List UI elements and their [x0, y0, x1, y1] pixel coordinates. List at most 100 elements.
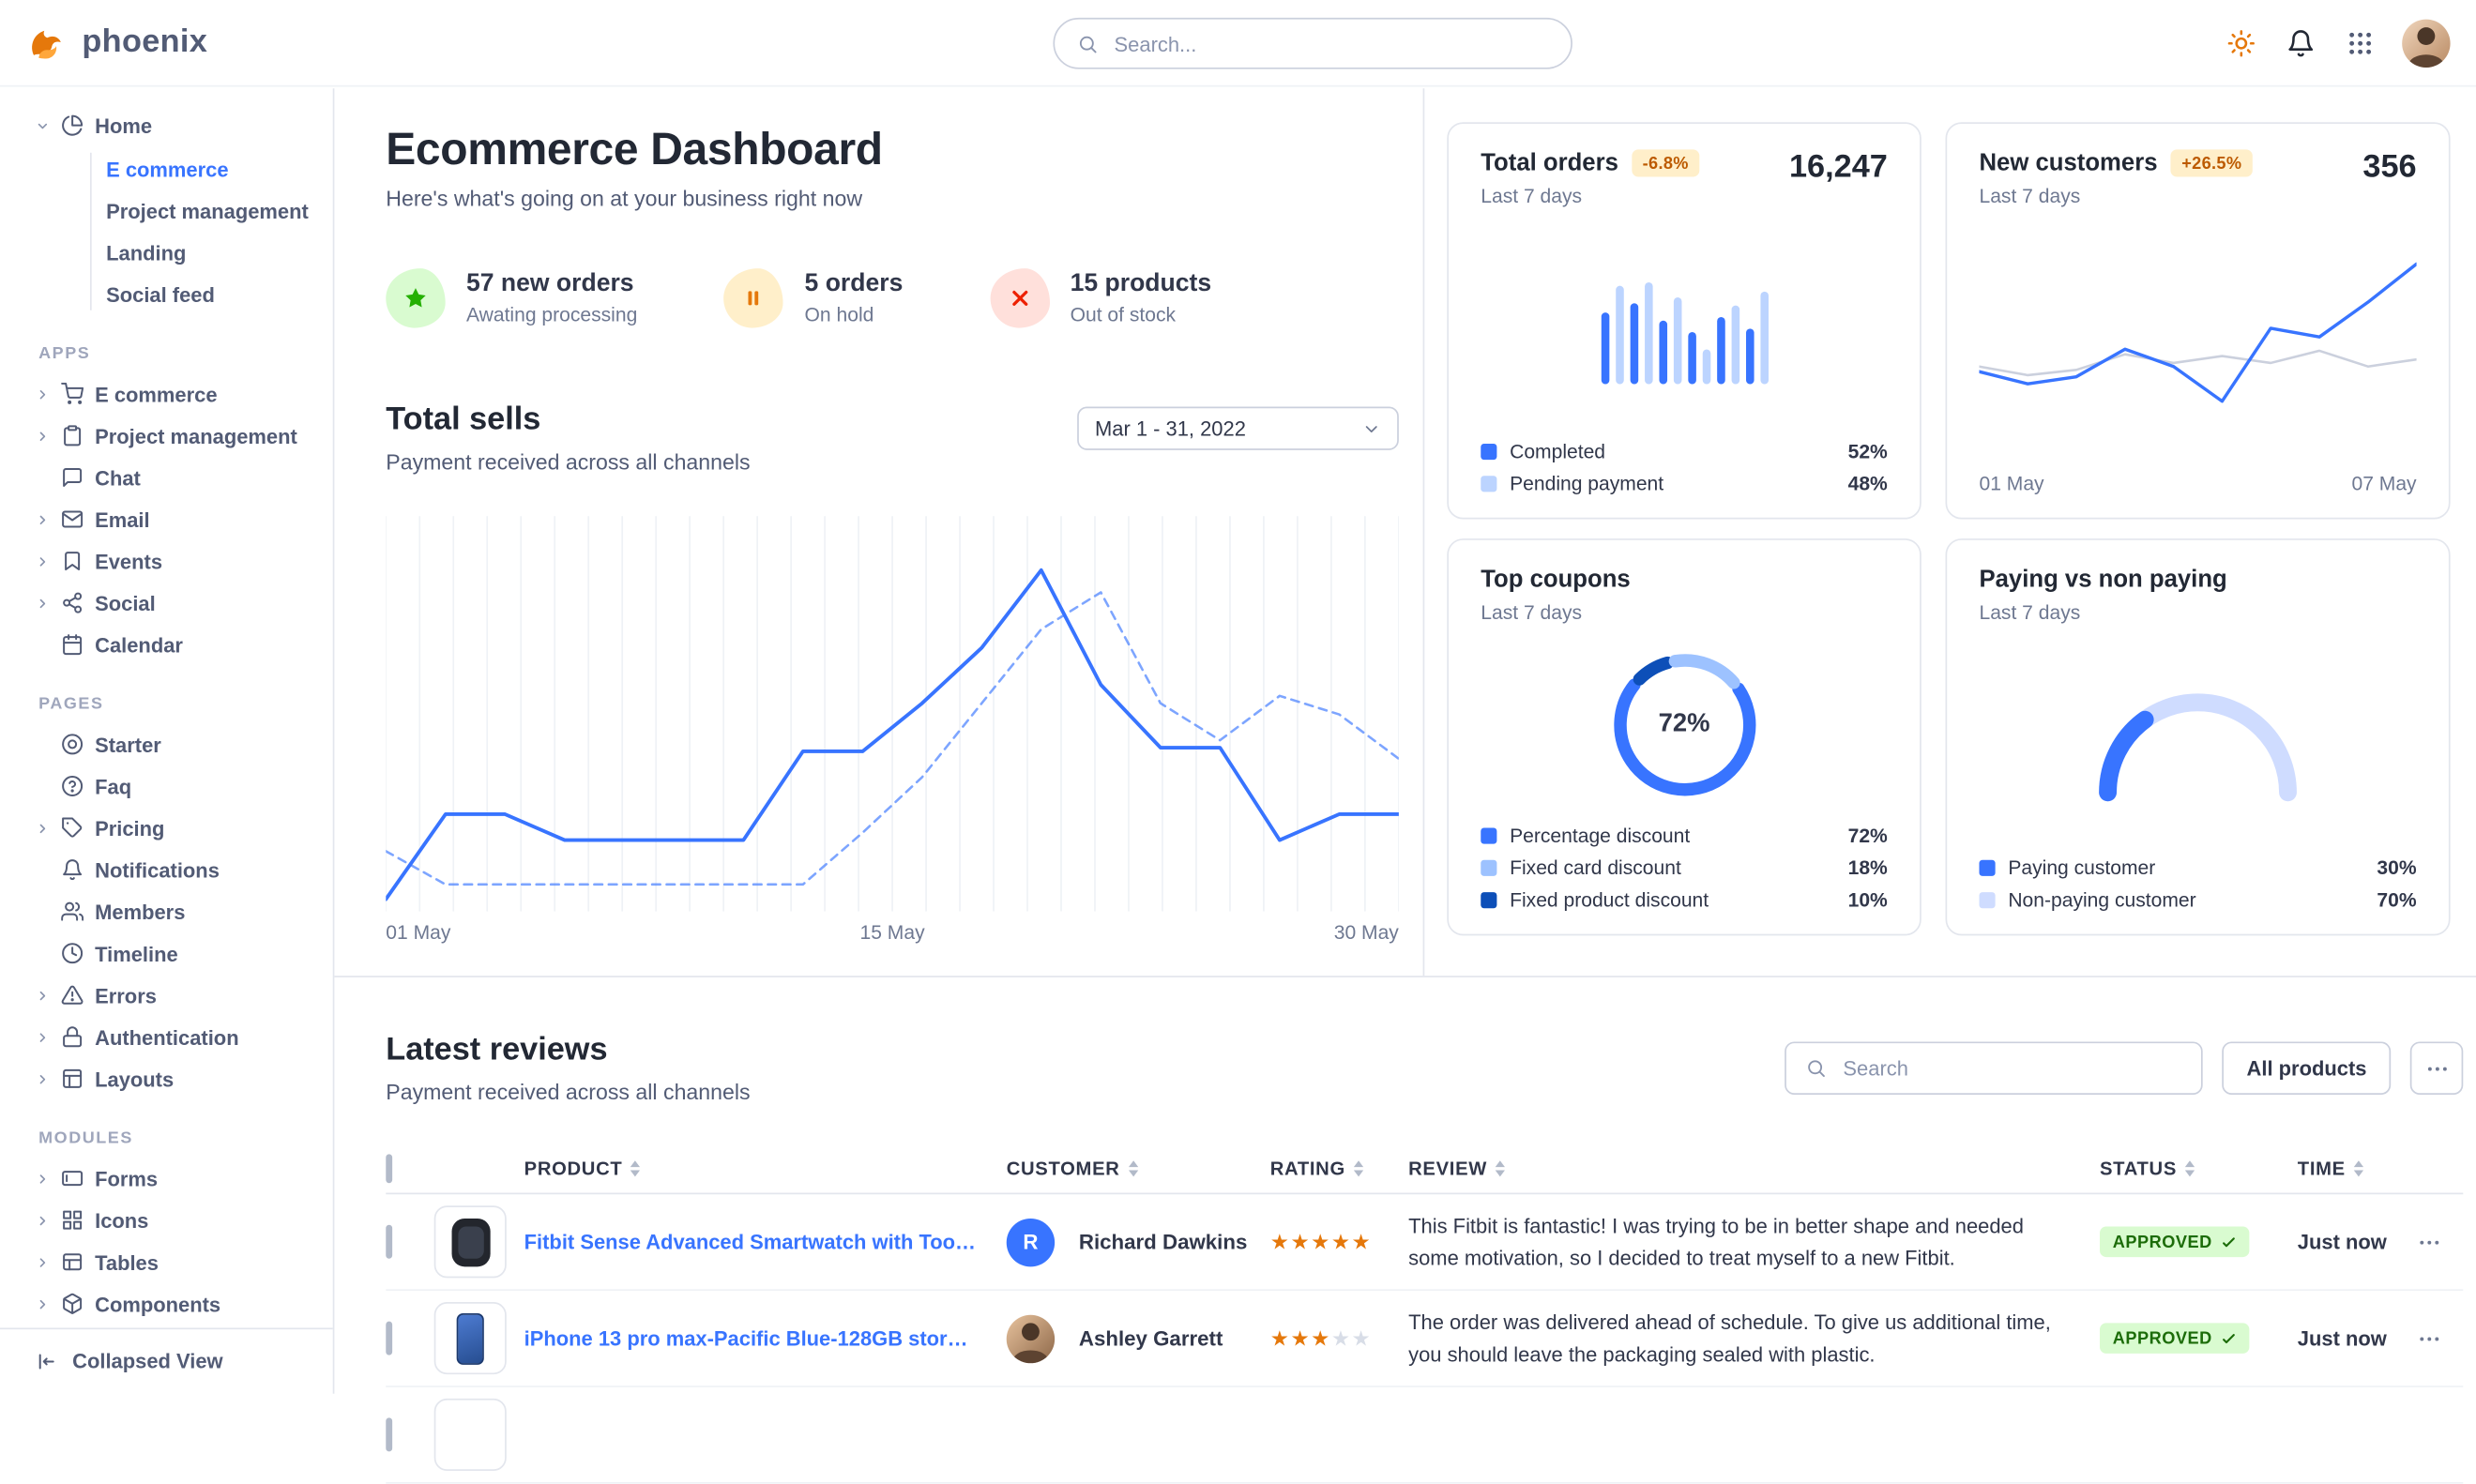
all-products-filter-button[interactable]: All products	[2222, 1041, 2392, 1095]
stat-value: 15 products	[1070, 269, 1212, 298]
paying-legend: Paying customer 30% Non-paying customer 70%	[1979, 856, 2417, 912]
sidebar-item-faq[interactable]: Faq	[0, 765, 333, 808]
sidebar-item-label: Members	[95, 899, 186, 924]
sidebar-item-chat[interactable]: Chat	[0, 457, 333, 499]
row-checkbox[interactable]	[386, 1416, 393, 1451]
stat-sublabel: On hold	[804, 303, 874, 326]
x-label: 30 May	[1333, 920, 1399, 944]
column-header-product[interactable]: PRODUCT	[524, 1157, 1007, 1179]
stat-sublabel: Awating processing	[465, 303, 638, 326]
brand[interactable]: phoenix	[25, 21, 207, 64]
product-thumbnail	[433, 1302, 507, 1375]
nav-children: E commerce Project management Landing Socia…	[0, 148, 333, 315]
total-sells-header: Total sells Payment received across all …	[386, 401, 1399, 475]
sidebar-item-authentication[interactable]: Authentication	[0, 1016, 333, 1058]
column-header-status[interactable]: STATUS	[2100, 1157, 2298, 1179]
sidebar-item-label: Authentication	[95, 1024, 239, 1050]
apps-grid-button[interactable]	[2343, 25, 2378, 61]
chevron-right-icon	[36, 988, 50, 1002]
reviews-more-button[interactable]	[2409, 1041, 2464, 1095]
sidebar-item-notifications[interactable]: Notifications	[0, 849, 333, 891]
total-orders-card: Total orders -6.8% Last 7 days 16,247 Co…	[1447, 122, 1922, 520]
sidebar-item-errors[interactable]: Errors	[0, 974, 333, 1016]
global-search[interactable]	[1053, 17, 1572, 69]
chevron-right-icon	[36, 512, 50, 526]
sidebar-item-tables[interactable]: Tables	[0, 1241, 333, 1283]
topbar-actions	[2224, 0, 2451, 87]
chevron-right-icon	[36, 1213, 50, 1227]
column-header-rating[interactable]: RATING	[1270, 1157, 1408, 1179]
latest-reviews-section: Latest reviews Payment received across a…	[334, 977, 2476, 1484]
product-link[interactable]: iPhone 13 pro max-Pacific Blue-128GB sto…	[524, 1325, 983, 1351]
global-search-input[interactable]	[1111, 29, 1549, 57]
review-time: Just now	[2297, 1325, 2387, 1350]
collapsed-view-toggle[interactable]: Collapsed View	[0, 1326, 333, 1393]
reviews-search-input[interactable]	[1839, 1054, 2182, 1083]
row-checkbox[interactable]	[386, 1223, 393, 1258]
sidebar-item-e-commerce[interactable]: E commerce	[0, 373, 333, 416]
status-label: APPROVED	[2112, 1232, 2212, 1252]
legend-label: Completed	[1510, 440, 1606, 463]
legend-swatch	[1481, 859, 1497, 876]
row-actions-button[interactable]	[2417, 1229, 2442, 1254]
legend-swatch	[1481, 476, 1497, 492]
date-range-select[interactable]: Mar 1 - 31, 2022	[1077, 406, 1399, 450]
sidebar-item-components[interactable]: Components	[0, 1282, 333, 1325]
column-header-time[interactable]: TIME	[2298, 1157, 2417, 1179]
column-header-review[interactable]: REVIEW	[1408, 1157, 2100, 1179]
sidebar-item-e-commerce[interactable]: E commerce	[106, 157, 229, 181]
check-icon	[2220, 1330, 2236, 1346]
notifications-button[interactable]	[2283, 25, 2318, 61]
sidebar-item-project-management[interactable]: Project management	[0, 415, 333, 457]
stat-item: 57 new orders Awating processing	[386, 268, 638, 328]
star-icon: ★	[1351, 1325, 1371, 1351]
sidebar-item-timeline[interactable]: Timeline	[0, 932, 333, 975]
star-icon: ★	[1330, 1229, 1350, 1254]
product-link[interactable]: Fitbit Sense Advanced Smartwatch with To…	[524, 1229, 1007, 1254]
card-title: Paying vs non paying	[1979, 566, 2227, 594]
customer-name: Richard Dawkins	[1078, 1229, 1248, 1254]
paying-vs-nonpaying-card: Paying vs non paying Last 7 days Paying …	[1945, 538, 2451, 936]
top-coupons-card: Top coupons Last 7 days 72% Percentage d…	[1447, 538, 1922, 936]
sidebar-item-events[interactable]: Events	[0, 540, 333, 583]
sidebar-item-social-feed[interactable]: Social feed	[106, 281, 215, 307]
reviews-table: PRODUCT CUSTOMER RATING REVIEW STATUS TIME Fit…	[386, 1143, 2464, 1484]
reviews-search[interactable]	[1785, 1041, 2204, 1095]
total-sells-subtitle: Payment received across all channels	[386, 449, 751, 475]
legend-row: Paying customer 30%	[1979, 856, 2417, 879]
sidebar-item-forms[interactable]: Forms	[0, 1158, 333, 1200]
sort-icon	[2184, 1159, 2195, 1176]
sidebar-item-label: Tables	[95, 1249, 159, 1275]
theme-toggle-button[interactable]	[2224, 25, 2259, 61]
sidebar-item-label: Faq	[95, 774, 132, 798]
column-header-customer[interactable]: CUSTOMER	[1007, 1157, 1270, 1179]
sidebar-nav: Home E commerce Project management Landing S…	[0, 104, 333, 1326]
x-label: 07 May	[2351, 472, 2417, 495]
sidebar-item-label: Project management	[95, 423, 297, 448]
page-subtitle: Here's what's going on at your business …	[386, 186, 863, 211]
row-checkbox[interactable]	[386, 1320, 393, 1355]
legend-row: Completed 52%	[1481, 441, 1888, 463]
alert-icon	[61, 984, 84, 1007]
kpi-cards: Total orders -6.8% Last 7 days 16,247 Co…	[1424, 88, 2476, 976]
sidebar-item-home[interactable]: Home	[0, 104, 333, 146]
collapse-icon	[36, 1350, 58, 1372]
sidebar-item-email[interactable]: Email	[0, 498, 333, 540]
sidebar-item-landing[interactable]: Landing	[106, 240, 187, 265]
sidebar-item-social[interactable]: Social	[0, 582, 333, 624]
sidebar-item-pricing[interactable]: Pricing	[0, 807, 333, 849]
user-avatar[interactable]	[2402, 19, 2451, 68]
sidebar-item-icons[interactable]: Icons	[0, 1199, 333, 1241]
column-header-label: CUSTOMER	[1006, 1156, 1120, 1179]
sidebar-item-starter[interactable]: Starter	[0, 723, 333, 765]
row-actions-button[interactable]	[2417, 1325, 2442, 1351]
sidebar-item-calendar[interactable]: Calendar	[0, 624, 333, 666]
sidebar-item-members[interactable]: Members	[0, 890, 333, 932]
sort-icon	[1128, 1159, 1138, 1176]
sidebar-item-layouts[interactable]: Layouts	[0, 1058, 333, 1100]
sidebar-item-project-management[interactable]: Project management	[106, 198, 309, 223]
select-all-checkbox[interactable]	[386, 1153, 393, 1183]
x-label: 01 May	[386, 920, 451, 944]
customer-cell: Ashley Garrett	[1006, 1313, 1270, 1363]
legend-swatch	[1481, 892, 1497, 909]
